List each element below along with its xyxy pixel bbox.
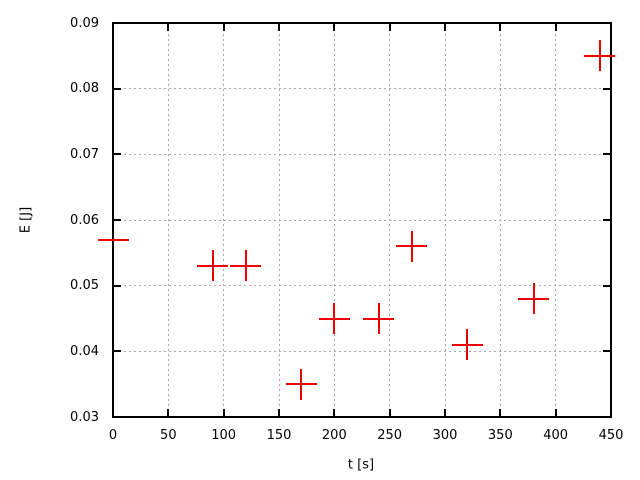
y-tick-mark-right (603, 153, 610, 156)
y-tick-mark-right (603, 284, 610, 287)
x-tick-mark-top (610, 24, 612, 31)
data-point-marker-horizontal (318, 317, 350, 320)
x-tick-mark-top (333, 24, 336, 31)
x-tick-mark (278, 409, 280, 416)
x-tick-mark-top (388, 24, 391, 31)
data-point-marker-horizontal (197, 264, 229, 267)
data-point-marker-horizontal (285, 383, 317, 386)
gridline-horizontal (114, 350, 610, 352)
data-point-marker-horizontal (396, 245, 428, 248)
x-tick-label: 350 (487, 428, 513, 443)
x-tick-mark (554, 409, 557, 416)
x-axis-label: t [s] (347, 457, 375, 473)
x-tick-mark-top (499, 24, 502, 31)
gridline-horizontal (114, 219, 610, 221)
x-tick-label: 100 (211, 428, 237, 443)
y-tick-label: 0.08 (70, 81, 99, 97)
y-tick-mark-right (603, 219, 610, 221)
y-tick-label: 0.09 (70, 15, 99, 31)
data-point-marker-horizontal (97, 238, 129, 241)
x-tick-mark-top (278, 24, 280, 31)
x-tick-mark-top (444, 24, 446, 31)
y-tick-mark-right (603, 22, 610, 24)
y-tick-label: 0.03 (70, 409, 99, 425)
x-tick-label: 250 (377, 428, 403, 443)
y-tick-mark-right (603, 416, 610, 418)
gridline-horizontal (114, 153, 610, 155)
x-tick-mark-top (554, 24, 557, 31)
x-tick-label: 400 (543, 428, 569, 443)
x-tick-mark (499, 409, 502, 416)
x-tick-mark (610, 409, 612, 416)
gridline-horizontal (114, 88, 610, 90)
y-tick-mark-right (603, 87, 610, 90)
y-tick-mark (114, 350, 121, 353)
y-tick-mark (114, 22, 121, 24)
y-tick-label: 0.06 (70, 212, 99, 228)
plot-border (112, 22, 612, 418)
x-tick-mark-top (112, 24, 114, 31)
x-tick-label: 150 (266, 428, 292, 443)
y-tick-mark (114, 416, 121, 418)
y-tick-label: 0.05 (70, 278, 99, 294)
x-tick-mark (112, 409, 114, 416)
x-tick-label: 200 (321, 428, 347, 443)
y-tick-mark (114, 284, 121, 287)
x-tick-mark (333, 409, 336, 416)
x-tick-label: 50 (160, 428, 177, 443)
gridline-horizontal (114, 285, 610, 287)
x-tick-mark (222, 409, 225, 416)
y-tick-mark-right (603, 350, 610, 353)
x-tick-label: 300 (432, 428, 458, 443)
y-tick-label: 0.07 (70, 146, 99, 162)
data-point-marker-horizontal (518, 297, 550, 300)
y-tick-mark (114, 87, 121, 90)
data-point-marker-horizontal (230, 264, 262, 267)
y-tick-mark (114, 153, 121, 156)
x-tick-label: 0 (108, 428, 118, 443)
y-tick-label: 0.04 (70, 343, 99, 359)
x-tick-mark (444, 409, 446, 416)
x-tick-mark-top (167, 24, 170, 31)
data-point-marker-horizontal (584, 54, 616, 57)
x-tick-mark (388, 409, 391, 416)
y-tick-mark (114, 219, 121, 221)
data-point-marker-horizontal (451, 343, 483, 346)
x-tick-mark (167, 409, 170, 416)
x-tick-label: 450 (598, 428, 624, 443)
x-tick-mark-top (222, 24, 225, 31)
data-point-marker-horizontal (363, 317, 395, 320)
